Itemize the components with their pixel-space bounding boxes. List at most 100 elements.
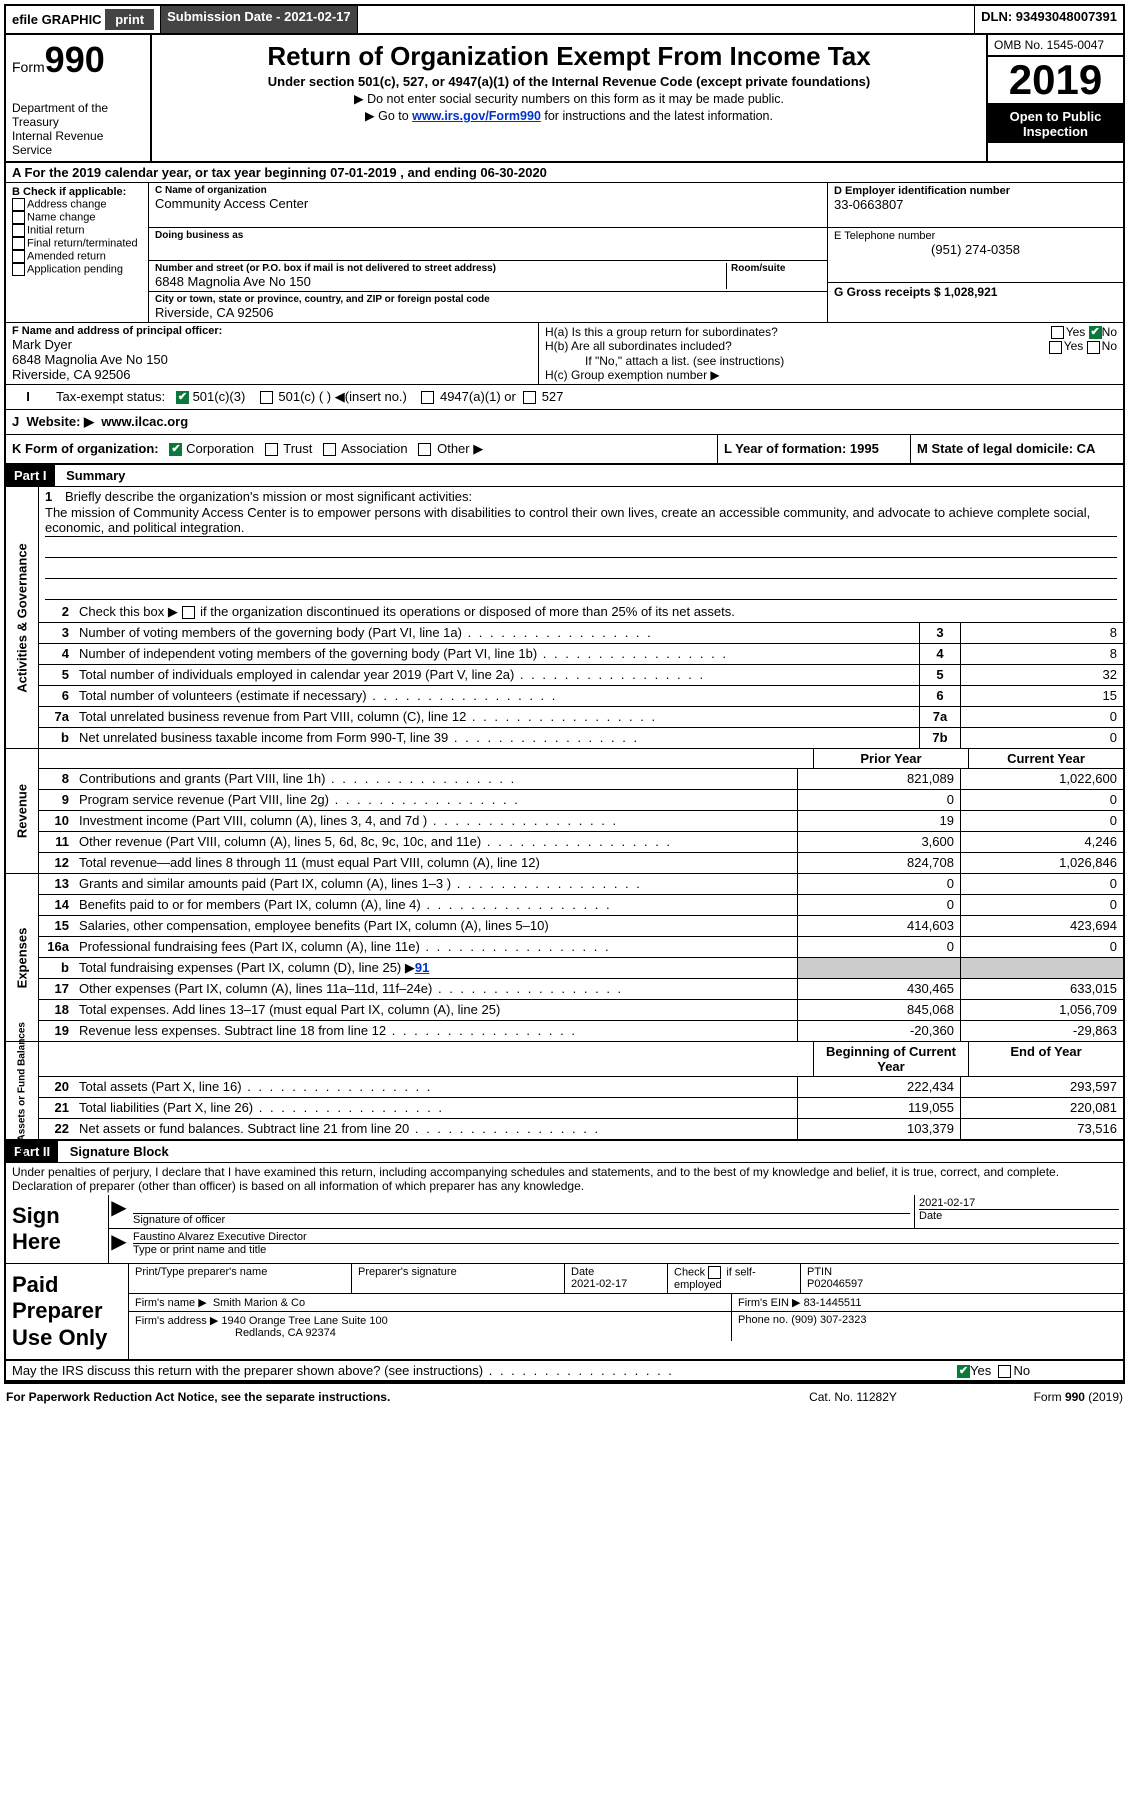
checkbox-amended-return[interactable] xyxy=(12,250,25,263)
checkbox-trust[interactable] xyxy=(265,443,278,456)
checkbox-application-pending[interactable] xyxy=(12,263,25,276)
tax-year: 2019 xyxy=(988,57,1123,105)
type-name-label: Type or print name and title xyxy=(133,1243,1119,1256)
d-ein-label: D Employer identification number xyxy=(834,185,1117,197)
firm-ein: 83-1445511 xyxy=(804,1297,862,1309)
checkbox-other[interactable] xyxy=(418,443,431,456)
firm-addr1: 1940 Orange Tree Lane Suite 100 xyxy=(221,1315,387,1327)
m-state-domicile: M State of legal domicile: CA xyxy=(910,435,1123,463)
checkbox-association[interactable] xyxy=(323,443,336,456)
d-phone-label: E Telephone number xyxy=(834,230,1117,242)
side-label-rev: Revenue xyxy=(15,784,30,838)
l-year-formation: L Year of formation: 1995 xyxy=(717,435,910,463)
line10-curr: 0 xyxy=(960,811,1123,831)
begin-year-head: Beginning of Current Year xyxy=(813,1042,968,1076)
f-h-row: F Name and address of principal officer:… xyxy=(6,323,1123,385)
discuss-text: May the IRS discuss this return with the… xyxy=(12,1363,957,1378)
form-subtitle: Under section 501(c), 527, or 4947(a)(1)… xyxy=(160,74,978,89)
checkbox-name-change[interactable] xyxy=(12,211,25,224)
firm-name: Smith Marion & Co xyxy=(213,1297,305,1309)
checkbox-527[interactable] xyxy=(523,391,536,404)
goto-instruction: ▶ Go to www.irs.gov/Form990 for instruct… xyxy=(160,108,978,123)
line19-prior: -20,360 xyxy=(797,1021,960,1041)
checkmark-discuss-yes: ✔ xyxy=(957,1365,970,1378)
column-c: C Name of organization Community Access … xyxy=(149,183,1123,322)
checkbox-4947[interactable] xyxy=(421,391,434,404)
checkbox-501c[interactable] xyxy=(260,391,273,404)
header-left: Form990 Department of the Treasury Inter… xyxy=(6,35,152,161)
line14-prior: 0 xyxy=(797,895,960,915)
footer-catno: Cat. No. 11282Y xyxy=(763,1390,943,1404)
line13-curr: 0 xyxy=(960,874,1123,894)
open-to-public-badge: Open to PublicInspection xyxy=(988,105,1123,143)
declaration-text: Under penalties of perjury, I declare th… xyxy=(6,1163,1123,1195)
line16b-link[interactable]: 91 xyxy=(415,960,429,975)
submission-date-button[interactable]: Submission Date - 2021-02-17 xyxy=(161,6,358,33)
line17-prior: 430,465 xyxy=(797,979,960,999)
line9-prior: 0 xyxy=(797,790,960,810)
line4-value: 8 xyxy=(960,644,1123,664)
j-website-row: J Website: ▶ www.ilcac.org xyxy=(6,410,1123,435)
checkbox-address-change[interactable] xyxy=(12,198,25,211)
checkbox-final-return[interactable] xyxy=(12,237,25,250)
date-label: Date xyxy=(919,1209,1119,1222)
side-label-net: Net Assets or Fund Balances xyxy=(17,1021,28,1159)
checkbox-ha-yes[interactable] xyxy=(1051,326,1064,339)
org-city: Riverside, CA 92506 xyxy=(155,305,821,320)
top-bar: efile GRAPHIC print Submission Date - 20… xyxy=(6,6,1123,35)
line7a-value: 0 xyxy=(960,707,1123,727)
line13-prior: 0 xyxy=(797,874,960,894)
form-title: Return of Organization Exempt From Incom… xyxy=(160,41,978,72)
checkbox-initial-return[interactable] xyxy=(12,224,25,237)
prep-sig-label: Preparer's signature xyxy=(358,1266,558,1278)
department-label: Department of the Treasury xyxy=(12,101,144,129)
phone-value: (951) 274-0358 xyxy=(834,242,1117,257)
column-d: D Employer identification number 33-0663… xyxy=(828,183,1123,322)
part1-title: Summary xyxy=(58,465,133,486)
line8-curr: 1,022,600 xyxy=(960,769,1123,789)
print-button[interactable]: print xyxy=(105,9,154,30)
checkbox-discuss-no[interactable] xyxy=(998,1365,1011,1378)
line8-prior: 821,089 xyxy=(797,769,960,789)
gross-receipts: G Gross receipts $ 1,028,921 xyxy=(834,285,1117,299)
sign-here-row: Sign Here ▶ Signature of officer 2021-02… xyxy=(6,1195,1123,1264)
prep-name-label: Print/Type preparer's name xyxy=(135,1266,345,1278)
omb-number: OMB No. 1545-0047 xyxy=(988,35,1123,57)
line9-curr: 0 xyxy=(960,790,1123,810)
line11-prior: 3,600 xyxy=(797,832,960,852)
line19-curr: -29,863 xyxy=(960,1021,1123,1041)
f-principal-officer: F Name and address of principal officer:… xyxy=(6,323,539,384)
header-center: Return of Organization Exempt From Incom… xyxy=(152,35,988,161)
c-name-label: C Name of organization xyxy=(155,185,821,196)
ptin-label: PTIN xyxy=(807,1266,1117,1278)
line10-prior: 19 xyxy=(797,811,960,831)
checkbox-line2[interactable] xyxy=(182,606,195,619)
arrow-icon: ▶ xyxy=(109,1229,129,1258)
entity-section: B Check if applicable: Address change Na… xyxy=(6,183,1123,323)
dln-label: DLN: 93493048007391 xyxy=(975,6,1123,33)
sign-here-label: Sign Here xyxy=(6,1195,108,1263)
ptin-value: P02046597 xyxy=(807,1278,1117,1290)
line12-curr: 1,026,846 xyxy=(960,853,1123,873)
activities-governance-section: Activities & Governance 1Briefly describ… xyxy=(6,487,1123,749)
irs-form990-link[interactable]: www.irs.gov/Form990 xyxy=(412,109,541,123)
line7b-value: 0 xyxy=(960,728,1123,748)
line21-prior: 119,055 xyxy=(797,1098,960,1118)
side-label-gov: Activities & Governance xyxy=(15,543,30,693)
footer-form: Form 990 (2019) xyxy=(943,1390,1123,1404)
line18-prior: 845,068 xyxy=(797,1000,960,1020)
line21-curr: 220,081 xyxy=(960,1098,1123,1118)
line18-curr: 1,056,709 xyxy=(960,1000,1123,1020)
checkbox-hb-no[interactable] xyxy=(1087,341,1100,354)
line15-curr: 423,694 xyxy=(960,916,1123,936)
k-form-of-org: K Form of organization: ✔ Corporation Tr… xyxy=(6,435,1123,465)
mission-block: 1Briefly describe the organization's mis… xyxy=(39,487,1123,602)
checkbox-hb-yes[interactable] xyxy=(1049,341,1062,354)
i-tax-status: I Tax-exempt status: ✔ 501(c)(3) 501(c) … xyxy=(6,385,1123,410)
paid-preparer-row: Paid Preparer Use Only Print/Type prepar… xyxy=(6,1264,1123,1361)
ein-value: 33-0663807 xyxy=(834,197,1117,212)
column-b-checks: B Check if applicable: Address change Na… xyxy=(6,183,149,322)
checkbox-self-employed[interactable] xyxy=(708,1266,721,1279)
firm-addr2: Redlands, CA 92374 xyxy=(135,1327,336,1339)
prior-year-head: Prior Year xyxy=(813,749,968,768)
